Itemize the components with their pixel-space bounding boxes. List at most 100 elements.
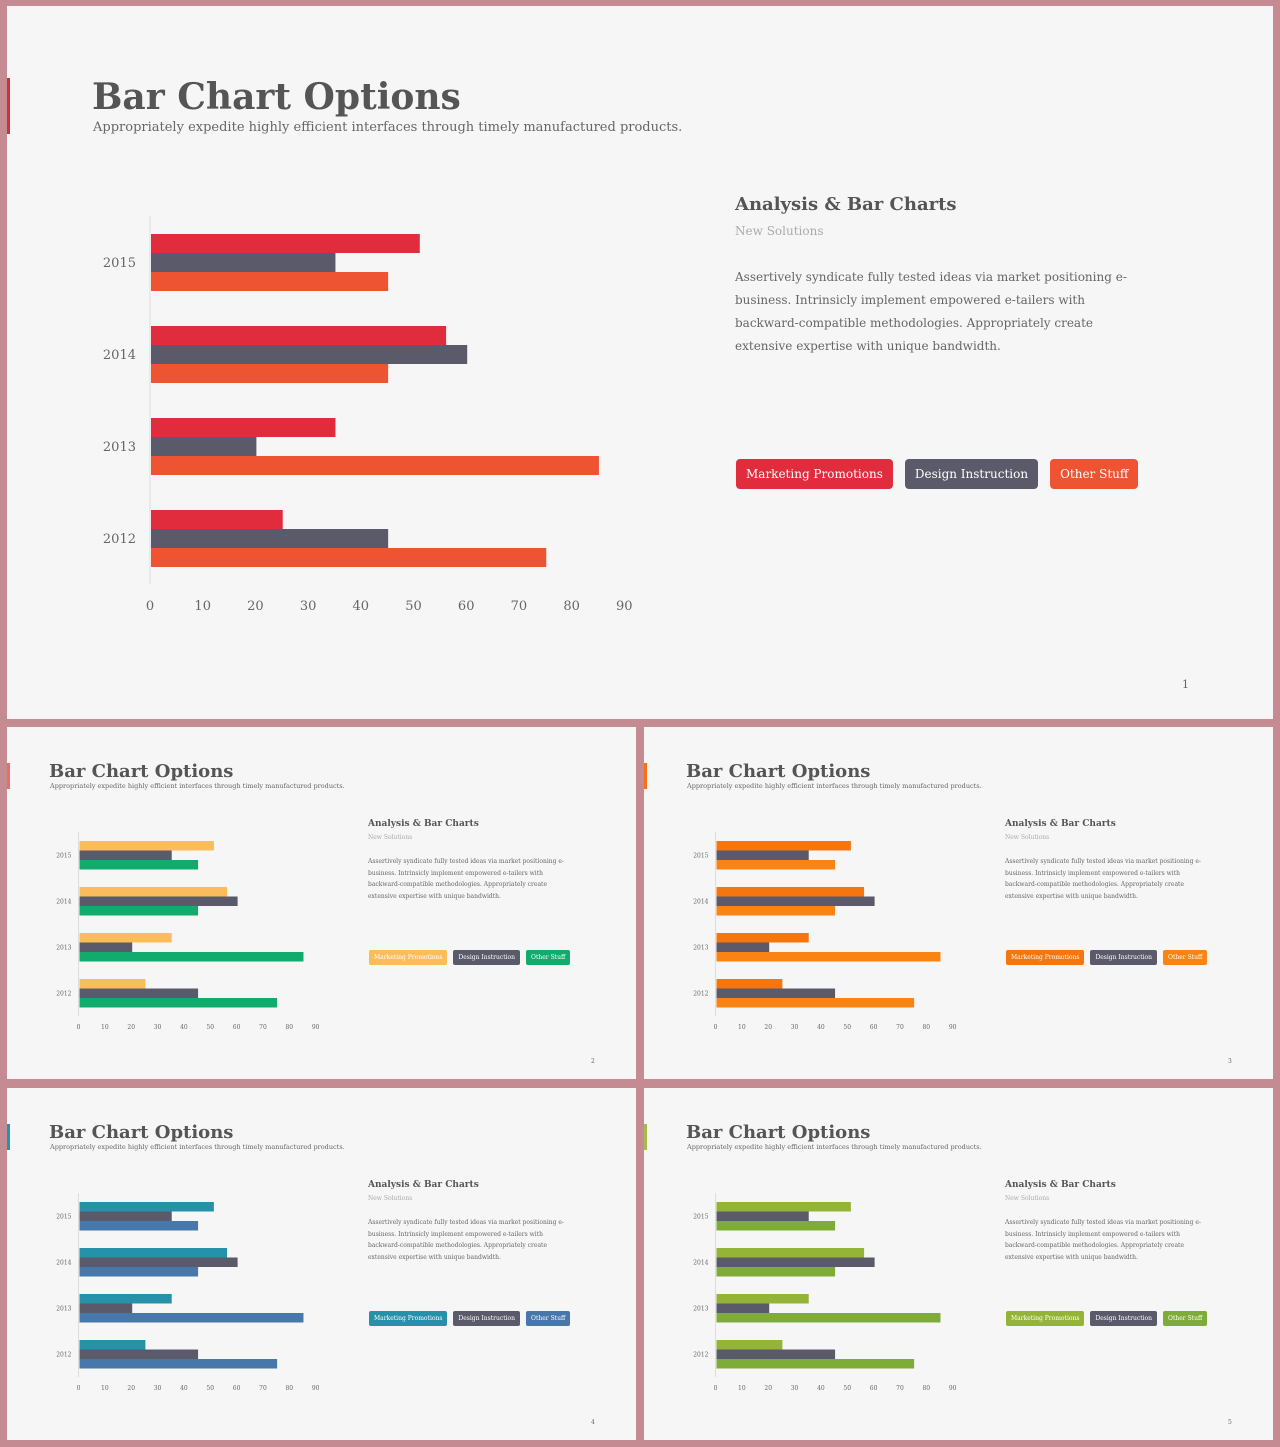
x-tick-label-20: 20 [247, 599, 264, 614]
slide-2[interactable]: Bar Chart Options Appropriately expedite… [7, 727, 636, 1079]
bar-2013-series-1 [716, 1294, 809, 1304]
legend: Marketing Promotions Design Instruction … [1006, 950, 1208, 965]
slide-title: Bar Chart Options [686, 761, 871, 782]
x-tick-label-60: 60 [870, 1385, 878, 1392]
bar-2013-series-2 [716, 1303, 770, 1313]
x-tick-label-30: 30 [300, 599, 317, 614]
x-tick-label-60: 60 [233, 1385, 241, 1392]
bar-2013-series-2 [79, 1303, 133, 1313]
bar-2015-series-1 [151, 234, 420, 253]
x-tick-label-30: 30 [154, 1024, 162, 1031]
title-accent-bar [644, 763, 647, 789]
x-tick-label-70: 70 [896, 1024, 904, 1031]
analysis-paragraph: Assertively syndicate fully tested ideas… [1005, 1219, 1201, 1261]
bar-chart: 2015 2014 2013 2012 0 10 20 30 40 50 60 70 80 90 [693, 832, 957, 1031]
x-tick-label-80: 80 [285, 1024, 293, 1031]
bar-2014-series-3 [151, 364, 389, 383]
bar-2013-series-3 [151, 456, 599, 475]
bar-2012-series-2 [79, 988, 199, 998]
bar-2015-series-2 [716, 1211, 809, 1221]
legend-design-instruction[interactable]: Design Instruction [453, 1311, 521, 1326]
slide-title: Bar Chart Options [49, 1122, 234, 1143]
bar-2014-series-2 [79, 1257, 238, 1267]
bar-2012-series-2 [716, 988, 836, 998]
category-label-2014: 2014 [693, 1259, 708, 1266]
slide-4[interactable]: Bar Chart Options Appropriately expedite… [7, 1088, 636, 1440]
bar-2012-series-3 [716, 1359, 915, 1369]
legend-design-instruction[interactable]: Design Instruction [1090, 950, 1158, 965]
bar-2012-series-1 [79, 1340, 146, 1350]
page-number: 2 [591, 1058, 595, 1065]
slide-3[interactable]: Bar Chart Options Appropriately expedite… [644, 727, 1273, 1079]
bar-2014-series-1 [716, 1248, 865, 1258]
x-tick-label-40: 40 [817, 1385, 825, 1392]
x-tick-label-20: 20 [764, 1024, 772, 1031]
slide-subtitle: Appropriately expedite highly efficient … [50, 782, 345, 790]
analysis-heading: Analysis & Bar Charts [735, 194, 957, 215]
category-label-2012: 2012 [103, 532, 136, 547]
legend-marketing-promotions[interactable]: Marketing Promotions [369, 950, 448, 965]
legend: Marketing Promotions Design Instruction … [736, 459, 1139, 489]
x-tick-label-30: 30 [154, 1385, 162, 1392]
bar-2014-series-2 [716, 896, 875, 906]
x-tick-label-10: 10 [101, 1385, 109, 1392]
slide-5[interactable]: Bar Chart Options Appropriately expedite… [644, 1088, 1273, 1440]
x-tick-label-40: 40 [353, 599, 370, 614]
legend-other-stuff[interactable]: Other Stuff [526, 1311, 571, 1326]
bar-2014-series-3 [79, 906, 199, 916]
x-tick-label-60: 60 [458, 599, 475, 614]
bar-2014-series-2 [716, 1257, 875, 1267]
bar-2014-series-1 [79, 1248, 228, 1258]
legend: Marketing Promotions Design Instruction … [369, 950, 571, 965]
bar-2014-series-1 [79, 887, 228, 897]
legend-marketing-promotions[interactable]: Marketing Promotions [736, 459, 893, 489]
legend-other-stuff[interactable]: Other Stuff [1163, 1311, 1208, 1326]
bar-2013-series-1 [151, 418, 336, 437]
analysis-paragraph: Assertively syndicate fully tested ideas… [368, 858, 564, 900]
legend-other-stuff[interactable]: Other Stuff [526, 950, 571, 965]
title-accent-bar [7, 763, 10, 789]
x-tick-label-80: 80 [922, 1385, 930, 1392]
bar-2014-series-3 [79, 1267, 199, 1277]
category-label-2014: 2014 [693, 898, 708, 905]
slide-subtitle: Appropriately expedite highly efficient … [687, 1143, 982, 1151]
x-tick-label-70: 70 [896, 1385, 904, 1392]
category-label-2014: 2014 [56, 1259, 71, 1266]
legend-marketing-promotions[interactable]: Marketing Promotions [1006, 1311, 1085, 1326]
bar-2015-series-2 [79, 1211, 172, 1221]
title-accent-bar [7, 78, 10, 134]
legend-marketing-promotions[interactable]: Marketing Promotions [369, 1311, 448, 1326]
page-number: 5 [1228, 1419, 1232, 1426]
x-tick-label-40: 40 [817, 1024, 825, 1031]
slide-1[interactable]: Bar Chart Options Appropriately expedite… [7, 6, 1273, 719]
legend-design-instruction[interactable]: Design Instruction [453, 950, 521, 965]
analysis-heading: Analysis & Bar Charts [368, 819, 479, 829]
page-number: 3 [1228, 1058, 1232, 1065]
bar-2014-series-3 [716, 1267, 836, 1277]
legend-other-stuff[interactable]: Other Stuff [1050, 459, 1139, 489]
slide-subtitle: Appropriately expedite highly efficient … [50, 1143, 345, 1151]
bar-2015-series-3 [79, 1221, 199, 1231]
legend-design-instruction[interactable]: Design Instruction [1090, 1311, 1158, 1326]
analysis-sub-heading: New Solutions [735, 224, 824, 238]
legend: Marketing Promotions Design Instruction … [369, 1311, 571, 1326]
bar-2012-series-3 [79, 1359, 278, 1369]
legend-design-instruction[interactable]: Design Instruction [904, 459, 1039, 489]
x-tick-label-90: 90 [616, 599, 633, 614]
bar-2015-series-3 [716, 860, 836, 870]
x-tick-label-30: 30 [791, 1385, 799, 1392]
analysis-paragraph: Assertively syndicate fully tested ideas… [1005, 858, 1201, 900]
bar-2013-series-2 [716, 942, 770, 952]
category-label-2015: 2015 [103, 256, 136, 271]
slide-title: Bar Chart Options [92, 76, 461, 118]
x-tick-label-80: 80 [563, 599, 580, 614]
x-tick-label-50: 50 [843, 1024, 851, 1031]
bar-2012-series-1 [716, 1340, 783, 1350]
legend-other-stuff[interactable]: Other Stuff [1163, 950, 1208, 965]
legend-marketing-promotions[interactable]: Marketing Promotions [1006, 950, 1085, 965]
bar-2013-series-1 [79, 933, 172, 943]
slide-title: Bar Chart Options [49, 761, 234, 782]
x-tick-label-0: 0 [77, 1024, 81, 1031]
bar-2012-series-2 [716, 1349, 836, 1359]
bar-2012-series-2 [151, 529, 389, 548]
